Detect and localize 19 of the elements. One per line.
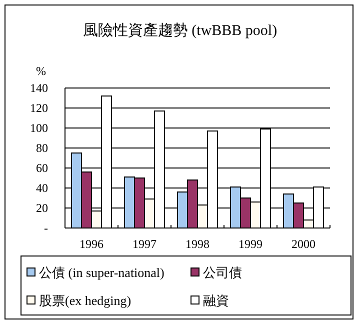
legend-label: 公司債 [203, 265, 242, 280]
y-tick-label: 40 [36, 181, 48, 195]
y-tick-label: - [44, 221, 48, 235]
x-tick-label: 1999 [238, 237, 262, 251]
legend-label: 股票(ex hedging) [39, 293, 132, 308]
y-axis-title: % [36, 64, 46, 78]
y-tick-label: 140 [30, 81, 48, 95]
y-tick-label: 20 [36, 201, 48, 215]
legend-label: 公債 (in super-national) [39, 265, 164, 280]
x-tick-label: 1998 [186, 237, 210, 251]
legend-label: 融資 [203, 293, 229, 308]
x-tick-label: 2000 [292, 237, 316, 251]
x-tick-label: 1997 [132, 237, 156, 251]
x-tick-label: 1996 [80, 237, 104, 251]
y-tick-label: 100 [30, 121, 48, 135]
y-tick-label: 80 [36, 141, 48, 155]
y-tick-label: 60 [36, 161, 48, 175]
chart-title: 風險性資產趨勢 (twBBB pool) [82, 22, 278, 39]
y-tick-label: 120 [30, 101, 48, 115]
